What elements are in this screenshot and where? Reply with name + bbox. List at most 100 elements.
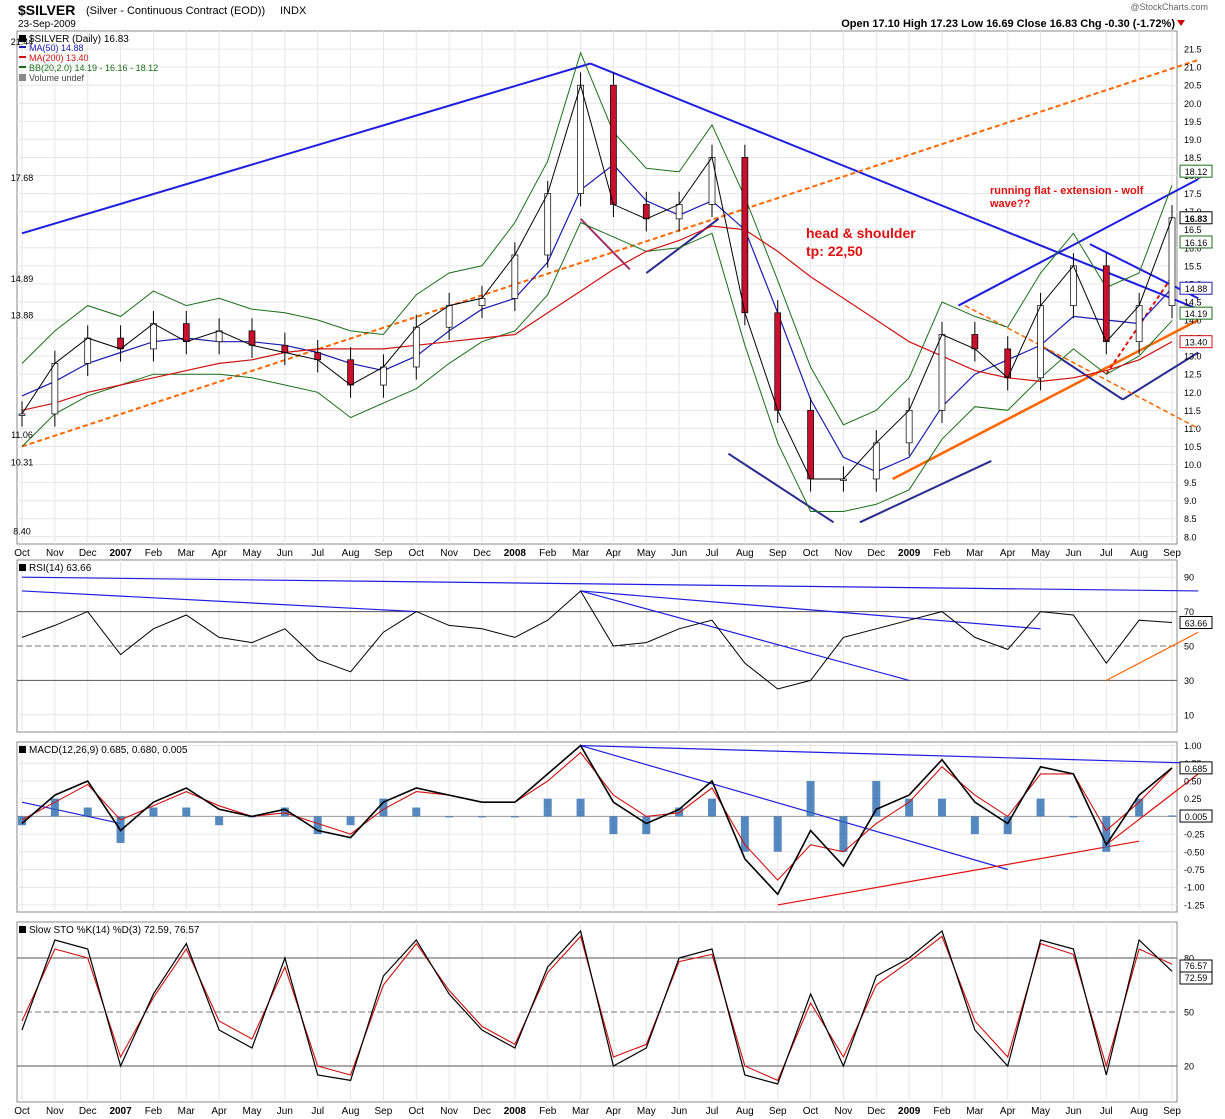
x-axis-label-bottom: Mar — [572, 1106, 590, 1117]
y-tick-label: 90 — [1184, 573, 1194, 583]
price-bar-body — [675, 204, 683, 220]
x-axis-label-bottom: Aug — [1130, 1106, 1148, 1117]
price-bar-body — [347, 359, 354, 386]
x-axis-label-top: Jun — [671, 548, 687, 559]
price-label: 10.31 — [11, 457, 34, 467]
y-tick-label: -0.75 — [1184, 865, 1205, 875]
macd-histogram-bar — [478, 816, 486, 818]
y-tick-label: 20.5 — [1184, 81, 1202, 91]
y-tick-label: 21.0 — [1184, 63, 1202, 73]
price-bar-body — [84, 337, 92, 364]
y-tick-label: 21.5 — [1184, 45, 1202, 55]
x-axis-label-bottom: Jun — [277, 1106, 293, 1117]
annotation-running-flat: running flat - extension - wolf — [990, 185, 1144, 197]
price-bar-body — [478, 297, 486, 306]
legend-swatch-volume — [19, 74, 26, 81]
macd-histogram-bar — [642, 816, 651, 835]
macd-histogram-bar — [839, 816, 848, 852]
y-tick-label: 50 — [1184, 1008, 1194, 1018]
sto-k-line — [21, 929, 1173, 1085]
macd-histogram-bar — [740, 816, 749, 852]
rsi-trendline-mid — [580, 590, 1041, 630]
watermark: @StockCharts.com — [1130, 2, 1208, 12]
x-axis-label-bottom: May — [637, 1106, 656, 1117]
x-axis-label-top: May — [637, 548, 656, 559]
x-axis-label-top: Sep — [1163, 548, 1181, 559]
rsi-badge: 63.66 — [1185, 619, 1208, 629]
ma200-line — [21, 225, 1173, 411]
price-badge-box — [1179, 164, 1213, 178]
x-axis-label-bottom: Oct — [803, 1106, 819, 1117]
x-axis-label-bottom: Aug — [342, 1106, 360, 1117]
macd-panel-frame — [16, 741, 1178, 913]
macd-histogram-bar — [1003, 816, 1012, 835]
y-tick-label: 8.5 — [1184, 514, 1197, 524]
price-bar-body — [708, 157, 716, 205]
price-label: 21.44 — [11, 37, 34, 47]
x-axis-label-top: Mar — [572, 548, 590, 559]
chart-date: 23-Sep-2009 — [18, 19, 76, 30]
y-tick-label: 9.0 — [1184, 496, 1197, 506]
price-bar-body — [182, 323, 190, 343]
y-tick-label: 20 — [1184, 1062, 1194, 1072]
price-bar-body — [1037, 305, 1044, 379]
macd-histogram-bar — [379, 798, 388, 817]
price-badge-box — [1179, 281, 1213, 295]
rsi-title-swatch — [19, 564, 26, 571]
x-axis-label-bottom: Nov — [46, 1106, 64, 1117]
macd-trendline-down — [580, 744, 1008, 871]
price-bar-body — [248, 330, 256, 346]
x-axis-label-top: Jul — [1100, 548, 1113, 559]
y-tick-label: 12.5 — [1184, 370, 1202, 380]
y-tick-label: 11.0 — [1184, 424, 1201, 434]
x-axis-label-bottom: Sep — [769, 1106, 787, 1117]
macd-histogram-bar — [970, 816, 979, 835]
sto-badge: 76.57 — [1185, 961, 1208, 971]
macd-trendline-recent — [1105, 773, 1199, 846]
legend-ma200: MA(200) 13.40 — [29, 53, 89, 63]
macd-histogram-bar — [675, 807, 684, 817]
macd-histogram-bar — [445, 816, 454, 818]
macd-histogram-bar — [609, 816, 618, 835]
x-axis-label-top: Oct — [803, 548, 819, 559]
price-badge-box — [1179, 306, 1213, 320]
rsi-trendline-top — [21, 576, 1199, 592]
x-axis-label-bottom: Jun — [671, 1106, 687, 1117]
x-axis-label-top: Sep — [769, 548, 787, 559]
rsi-trendline-down — [580, 590, 910, 681]
price-badge-box — [1179, 235, 1213, 249]
y-tick-label: 50 — [1184, 642, 1194, 652]
macd-histogram-bar — [313, 816, 322, 835]
price-badge: 16.16 — [1185, 238, 1208, 248]
trendline-v2-right — [1122, 351, 1199, 401]
price-bar-body — [807, 409, 814, 480]
price-bar-body — [150, 323, 157, 350]
x-axis-label-top: Mar — [966, 548, 984, 559]
y-tick-label: 15.5 — [1184, 261, 1202, 271]
price-bar-body — [642, 204, 650, 220]
y-tick-label: -0.50 — [1184, 847, 1205, 857]
x-axis-label-bottom: Feb — [145, 1106, 163, 1117]
macd-histogram-bar — [182, 807, 191, 817]
price-bar-body — [511, 254, 519, 299]
x-axis-label-top: Oct — [14, 548, 30, 559]
price-bar-body — [412, 326, 420, 368]
macd-histogram-bar — [576, 798, 585, 817]
price-badge-box — [1179, 335, 1213, 349]
price-bar-body — [215, 330, 223, 343]
x-axis-label-bottom: 2007 — [109, 1106, 132, 1117]
bb-upper-line — [21, 51, 1173, 426]
rsi-line — [21, 590, 1173, 690]
x-axis-label-top: Dec — [79, 548, 97, 559]
price-bar-body — [905, 409, 913, 444]
macd-title: MACD(12,26,9) 0.685, 0.680, 0.005 — [19, 745, 188, 756]
macd-histogram-bar — [215, 816, 224, 826]
x-axis-label-bottom: Dec — [867, 1106, 885, 1117]
x-axis-label-bottom: Mar — [966, 1106, 984, 1117]
sto-title-text: Slow STO %K(14) %D(3) 72.59, 76.57 — [29, 925, 200, 936]
macd-histogram-bar — [938, 798, 946, 817]
rsi-title: RSI(14) 63.66 — [19, 563, 92, 574]
x-axis-label-bottom: Jul — [311, 1106, 324, 1117]
price-bar-body — [1102, 265, 1110, 343]
y-tick-label: 17.5 — [1184, 189, 1202, 199]
